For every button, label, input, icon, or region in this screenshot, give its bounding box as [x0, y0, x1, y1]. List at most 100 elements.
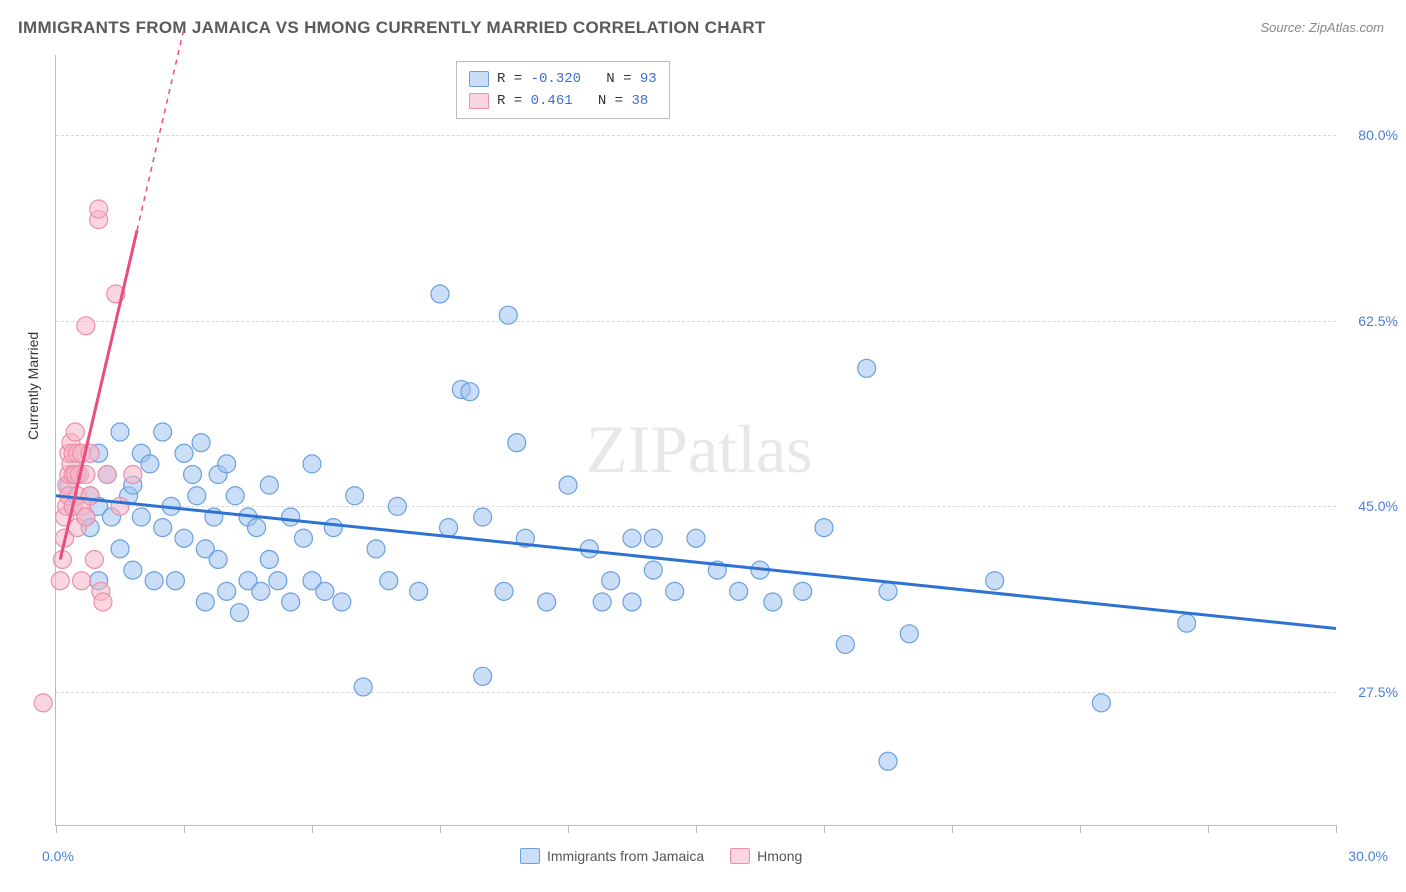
x-tick [824, 825, 825, 833]
trend-line-extrapolated [137, 28, 184, 230]
data-point [248, 519, 266, 537]
data-point [623, 529, 641, 547]
data-point [218, 455, 236, 473]
data-point [132, 508, 150, 526]
data-point [218, 582, 236, 600]
data-point [141, 455, 159, 473]
data-point [623, 593, 641, 611]
data-point [900, 625, 918, 643]
data-point [175, 444, 193, 462]
data-point [192, 434, 210, 452]
data-point [346, 487, 364, 505]
data-point [51, 572, 69, 590]
y-tick-label: 45.0% [1343, 498, 1398, 514]
legend-swatch [469, 93, 489, 109]
data-point [226, 487, 244, 505]
data-point [559, 476, 577, 494]
data-point [269, 572, 287, 590]
legend-row: R = 0.461 N = 38 [469, 90, 657, 112]
data-point [294, 529, 312, 547]
data-point [666, 582, 684, 600]
data-point [94, 593, 112, 611]
legend-row: R = -0.320 N = 93 [469, 68, 657, 90]
data-point [730, 582, 748, 600]
data-point [90, 200, 108, 218]
x-tick [1336, 825, 1337, 833]
data-point [252, 582, 270, 600]
legend-swatch [469, 71, 489, 87]
data-point [73, 572, 91, 590]
data-point [431, 285, 449, 303]
x-tick [696, 825, 697, 833]
data-point [836, 635, 854, 653]
data-point [230, 604, 248, 622]
data-point [124, 466, 142, 484]
data-point [188, 487, 206, 505]
x-tick [952, 825, 953, 833]
data-point [154, 519, 172, 537]
legend-correlation: R = -0.320 N = 93 R = 0.461 N = 38 [456, 61, 670, 119]
data-point [184, 466, 202, 484]
data-point [166, 572, 184, 590]
data-point [77, 317, 95, 335]
x-tick [1080, 825, 1081, 833]
legend-item: Immigrants from Jamaica [520, 848, 704, 864]
source-attribution: Source: ZipAtlas.com [1260, 20, 1384, 35]
legend-series: Immigrants from Jamaica Hmong [520, 848, 802, 864]
data-point [282, 593, 300, 611]
x-tick [440, 825, 441, 833]
data-point [333, 593, 351, 611]
data-point [34, 694, 52, 712]
plot-area: 27.5%45.0%62.5%80.0% ZIPatlas R = -0.320… [55, 55, 1336, 826]
data-point [580, 540, 598, 558]
data-point [461, 383, 479, 401]
legend-swatch [520, 848, 540, 864]
data-point [66, 423, 84, 441]
data-point [764, 593, 782, 611]
data-point [879, 582, 897, 600]
data-point [602, 572, 620, 590]
data-point [388, 497, 406, 515]
data-point [98, 466, 116, 484]
data-point [538, 593, 556, 611]
chart-title: IMMIGRANTS FROM JAMAICA VS HMONG CURRENT… [18, 18, 766, 38]
data-point [303, 455, 321, 473]
data-point [111, 423, 129, 441]
data-point [495, 582, 513, 600]
data-point [260, 476, 278, 494]
data-point [474, 508, 492, 526]
data-point [1092, 694, 1110, 712]
data-point [380, 572, 398, 590]
data-point [815, 519, 833, 537]
data-point [196, 593, 214, 611]
x-tick [312, 825, 313, 833]
data-point [508, 434, 526, 452]
legend-swatch [730, 848, 750, 864]
legend-item: Hmong [730, 848, 802, 864]
data-point [410, 582, 428, 600]
chart-svg [56, 55, 1336, 825]
data-point [858, 359, 876, 377]
data-point [879, 752, 897, 770]
x-tick [568, 825, 569, 833]
x-axis-min: 0.0% [42, 848, 74, 864]
data-point [209, 550, 227, 568]
data-point [111, 540, 129, 558]
data-point [644, 529, 662, 547]
data-point [175, 529, 193, 547]
data-point [77, 508, 95, 526]
data-point [687, 529, 705, 547]
data-point [794, 582, 812, 600]
data-point [282, 508, 300, 526]
y-tick-label: 80.0% [1343, 127, 1398, 143]
x-axis-max: 30.0% [1348, 848, 1388, 864]
data-point [145, 572, 163, 590]
data-point [124, 561, 142, 579]
x-tick [56, 825, 57, 833]
data-point [367, 540, 385, 558]
data-point [354, 678, 372, 696]
chart-container: IMMIGRANTS FROM JAMAICA VS HMONG CURRENT… [0, 0, 1406, 892]
data-point [474, 667, 492, 685]
y-tick-label: 62.5% [1343, 313, 1398, 329]
data-point [316, 582, 334, 600]
